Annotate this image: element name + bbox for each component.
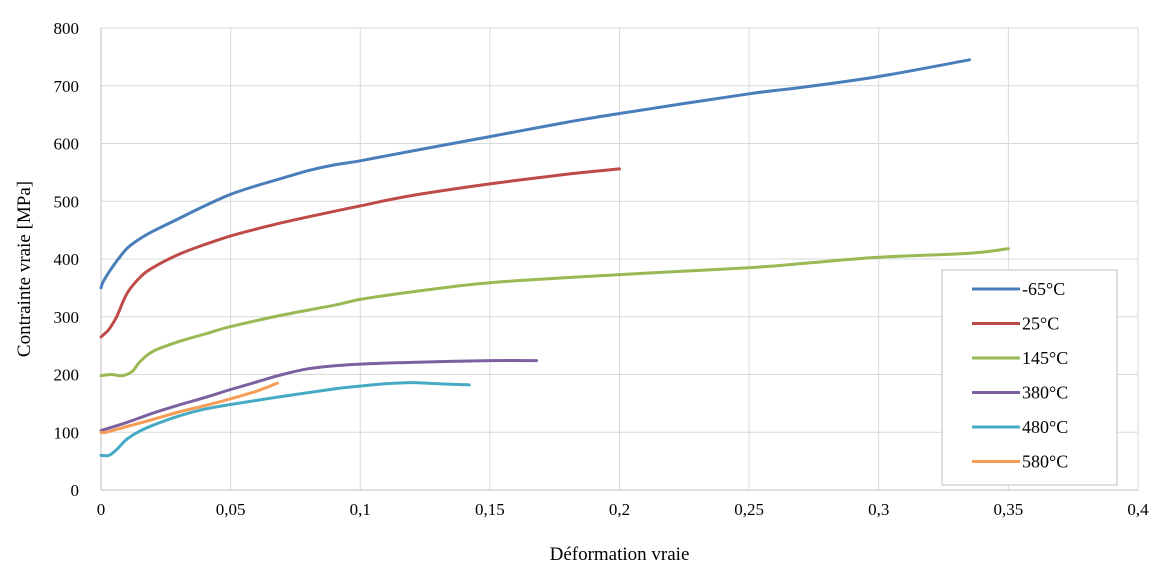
x-tick-label: 0,3: [868, 500, 889, 519]
x-axis-title: Déformation vraie: [550, 544, 690, 565]
y-tick-label: 800: [54, 19, 80, 38]
x-tick-label: 0,25: [734, 500, 764, 519]
series-line: [99, 381, 471, 458]
series-line: [99, 58, 971, 290]
series-line: [99, 167, 621, 339]
legend-label: 580°C: [1022, 452, 1068, 472]
series-line: [99, 247, 1010, 378]
y-tick-label: 300: [54, 308, 80, 327]
series-line: [99, 381, 279, 435]
axes: [100, 28, 1138, 491]
y-tick-label: 200: [54, 366, 80, 385]
legend: -65°C 25°C 145°C 380°C 480°C 580°C: [941, 269, 1118, 486]
series-line: [99, 359, 538, 432]
legend-label: 480°C: [1022, 417, 1068, 437]
tick-labels: 0 0,05 0,1 0,15 0,2 0,25 0,3 0,35 0,4 0 100 200 300 4…: [54, 19, 1150, 519]
series-group: [99, 58, 1010, 458]
y-tick-label: 600: [54, 135, 80, 154]
x-tick-label: 0,35: [994, 500, 1024, 519]
x-tick-label: 0,15: [475, 500, 505, 519]
x-tick-label: 0,2: [609, 500, 630, 519]
legend-label: 380°C: [1022, 383, 1068, 403]
legend-box: [941, 269, 1118, 486]
x-tick-label: 0: [97, 500, 106, 519]
legend-label: -65°C: [1022, 279, 1065, 299]
x-tick-label: 0,1: [350, 500, 371, 519]
legend-label: 145°C: [1022, 348, 1068, 368]
y-tick-label: 400: [54, 250, 80, 269]
y-axis-title: Contrainte vraie [MPa]: [14, 181, 35, 357]
y-tick-label: 700: [54, 77, 80, 96]
x-tick-label: 0,4: [1127, 500, 1149, 519]
legend-label: 25°C: [1022, 314, 1059, 334]
x-tick-label: 0,05: [216, 500, 246, 519]
y-tick-label: 100: [54, 423, 80, 442]
y-tick-label: 500: [54, 192, 80, 211]
y-tick-label: 0: [71, 481, 80, 500]
